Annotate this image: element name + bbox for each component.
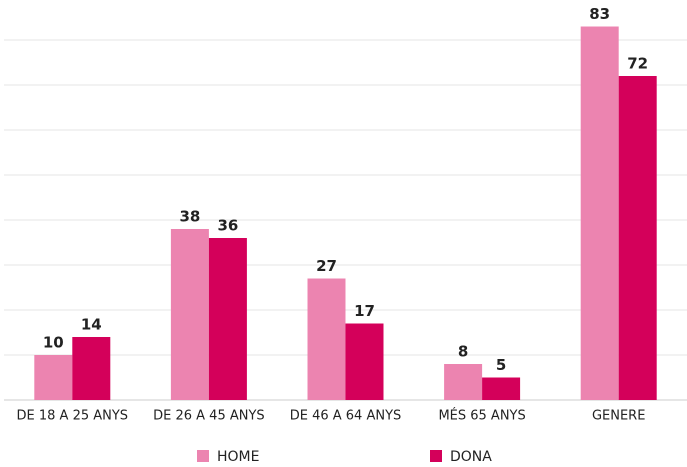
- data-label: 5: [496, 356, 506, 374]
- data-label: 72: [627, 55, 648, 73]
- data-label: 17: [354, 302, 375, 320]
- data-label: 38: [179, 208, 200, 226]
- bar: [170, 229, 209, 400]
- bar: [307, 278, 346, 400]
- data-label: 83: [589, 5, 610, 23]
- bar: [208, 238, 247, 400]
- x-tick-label: DE 18 A 25 ANYS: [17, 409, 129, 424]
- legend-swatch: [430, 450, 442, 462]
- bar: [482, 377, 521, 400]
- legend-label: DONA: [450, 449, 492, 465]
- x-tick-label: DE 46 A 64 ANYS: [290, 409, 402, 424]
- legend-label: HOME: [217, 449, 259, 465]
- legend-swatch: [197, 450, 209, 462]
- bar: [72, 337, 111, 400]
- data-label: 8: [458, 343, 468, 361]
- data-label: 10: [43, 334, 64, 352]
- x-tick-label: GENERE: [592, 409, 645, 424]
- bar: [444, 364, 483, 400]
- data-label: 36: [217, 217, 238, 235]
- bar: [34, 355, 73, 400]
- data-label: 14: [81, 316, 102, 334]
- bar: [580, 26, 619, 400]
- bar: [345, 323, 384, 400]
- x-tick-label: DE 26 A 45 ANYS: [153, 409, 265, 424]
- x-tick-label: MÉS 65 ANYS: [438, 408, 525, 424]
- data-label: 27: [316, 257, 337, 275]
- bar: [618, 76, 657, 400]
